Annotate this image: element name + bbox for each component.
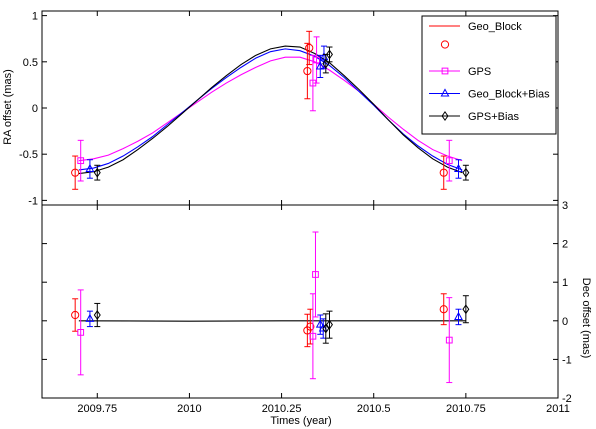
dec-point-gps — [445, 297, 453, 384]
legend-label-geo-block: Geo_Block — [468, 21, 522, 33]
legend-label-geo-block-bias: Geo_Block+Bias — [468, 89, 550, 101]
ra-point-gps-bias — [462, 164, 470, 181]
legend-label-gps-bias: GPS+Bias — [468, 111, 520, 123]
dec-point-gps — [312, 231, 319, 318]
dec-point-gps — [309, 293, 317, 380]
ra-marker-geo-block-bias — [315, 61, 325, 70]
dec-marker-geo-block-bias — [85, 313, 95, 322]
ra-point-gps-bias — [93, 164, 101, 181]
dec-point-gps-bias — [462, 295, 470, 324]
legend-marker-gps — [441, 67, 449, 75]
ra-point-geo-block-bias — [454, 159, 463, 179]
dec-offset-panel: -2 -1 0 1 2 3 2009.75 2010 2010.25 2010.5 2010.75 2… — [41, 200, 592, 427]
dec-point-gps-bias — [93, 302, 101, 328]
dec-marker-geo-block-bias — [318, 323, 328, 332]
ra-point-gps-bias — [325, 46, 333, 63]
legend-box — [421, 15, 557, 135]
dec-point-geo-block-bias — [85, 310, 95, 328]
dec-ytick-label: -1 — [562, 354, 572, 366]
dec-point-geo-block-bias — [454, 308, 463, 326]
ra-point-geo-block — [439, 155, 448, 190]
ra-marker-gps-bias — [325, 49, 333, 60]
ra-point-gps — [77, 139, 85, 182]
dec-ytick-label: 3 — [562, 200, 568, 212]
dec-axes-frame — [41, 204, 559, 399]
dec-xtick-label: 2010.25 — [262, 403, 302, 415]
ra-marker-gps — [313, 56, 320, 64]
dec-offset-axes: -2 -1 0 1 2 3 2009.75 2010 2010.25 2010.5 2010.75 2… — [41, 200, 572, 415]
dec-offset-plot-area — [71, 231, 470, 384]
dec-marker-geo-block-bias — [454, 311, 463, 320]
dec-marker-gps — [309, 332, 317, 340]
dec-marker-geo-block — [71, 310, 80, 320]
ra-line-gps — [78, 56, 463, 162]
dec-marker-geo-block-bias — [315, 319, 325, 328]
ra-marker-geo-block-bias — [85, 163, 95, 172]
legend-marker-gps-bias — [441, 111, 449, 121]
dec-marker-gps — [312, 271, 319, 278]
legend-marker-geo-block — [440, 40, 450, 49]
ra-marker-geo-block — [439, 168, 448, 177]
dec-point-gps-bias — [325, 310, 333, 339]
dec-marker-gps — [445, 336, 453, 344]
dec-marker-gps-bias — [93, 310, 101, 320]
dec-point-gps-bias — [322, 313, 330, 344]
dec-xtick-label: 2009.75 — [77, 403, 117, 415]
dec-xtick-label: 2010 — [177, 403, 201, 415]
ra-marker-gps-bias — [93, 167, 101, 178]
ra-offset-ylabel: RA offset (mas) — [2, 69, 14, 145]
legend-label-gps: GPS — [468, 66, 491, 78]
dec-marker-gps-bias — [325, 319, 333, 330]
ra-ytick-label: -1 — [28, 195, 38, 207]
ra-marker-gps — [77, 157, 85, 165]
ra-point-geo-block — [305, 30, 314, 66]
ra-marker-gps-bias — [462, 167, 470, 178]
ra-ytick-label: 0.5 — [23, 57, 38, 69]
ra-marker-geo-block-bias — [454, 163, 463, 172]
dec-point-gps — [77, 289, 85, 376]
ra-offset-panel: -1 -0.5 0 0.5 1 RA offset (mas) — [2, 10, 559, 207]
dec-marker-gps-bias — [322, 323, 330, 334]
ra-point-geo-block — [303, 42, 312, 100]
ra-marker-geo-block — [305, 43, 314, 53]
legend-marker-geo-block-bias — [440, 88, 450, 97]
dec-marker-geo-block — [439, 305, 448, 314]
legend-entry-gps-bias: GPS+Bias — [429, 111, 520, 123]
dec-point-geo-block — [71, 298, 80, 332]
ra-ytick-label: 1 — [32, 11, 38, 23]
ra-marker-geo-block — [71, 168, 80, 177]
ra-point-gps — [445, 139, 453, 182]
ra-line-gps-bias — [78, 45, 463, 175]
dec-xtick-label: 2010.5 — [357, 403, 391, 415]
dec-ytick-label: 2 — [562, 239, 568, 251]
legend-entry-geo-block-bias: Geo_Block+Bias — [429, 88, 550, 101]
legend-entry-gps: GPS — [429, 66, 491, 78]
legend: Geo_Block GPS Geo_Block+Bias GPS+Bias — [421, 15, 557, 135]
dec-marker-gps — [77, 329, 85, 336]
ra-marker-gps — [445, 157, 453, 165]
ra-point-geo-block — [71, 155, 80, 190]
ra-ytick-label: 0 — [32, 103, 38, 115]
ra-point-geo-block-bias — [85, 159, 95, 179]
ra-marker-geo-block — [303, 66, 312, 76]
dec-ytick-label: 1 — [562, 277, 568, 289]
dec-xtick-label: 2010.75 — [446, 403, 486, 415]
dec-ytick-label: 0 — [562, 316, 568, 328]
ra-point-gps — [313, 36, 320, 84]
dec-point-geo-block — [439, 293, 448, 326]
dec-ytick-label: -2 — [562, 393, 572, 405]
dec-marker-geo-block — [306, 322, 315, 331]
legend-entry-geo-block — [440, 40, 450, 49]
dec-xtick-label: 2011 — [546, 403, 570, 415]
ra-offset-plot-area — [71, 30, 470, 190]
time-xlabel: Times (year) — [270, 415, 331, 427]
ra-ytick-label: -0.5 — [19, 149, 38, 161]
legend-entry-geo-block: Geo_Block — [429, 21, 522, 33]
dec-marker-gps-bias — [462, 304, 470, 315]
dec-offset-ylabel: Dec offset (mas) — [580, 278, 592, 359]
